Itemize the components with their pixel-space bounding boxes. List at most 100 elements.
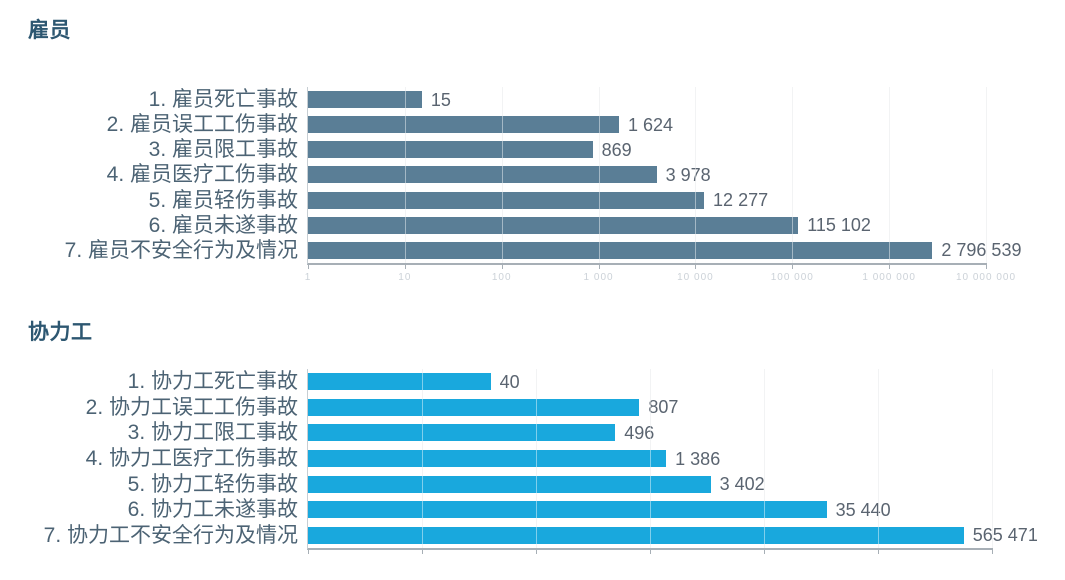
bar [308,501,827,519]
gridline [889,87,891,263]
axis-tick-label: 1 000 000 [862,272,916,283]
value-label: 3 978 [665,164,711,185]
gridline-highlight [764,369,765,548]
axis-tick [598,263,600,269]
value-label: 869 [601,139,632,160]
bar [308,526,964,544]
bar [308,141,593,159]
plot-area: 40 807 496 1 386 3 402 35 440 565 471 [307,369,1038,554]
gridline [986,87,987,263]
gridline-highlight [986,87,987,263]
gridline-highlight [422,369,423,548]
gridline-highlight [501,87,503,263]
category-label: 4. 协力工医疗工伤事故 [85,447,298,471]
axis-tick [992,548,993,554]
axis-tick [536,548,537,554]
bar [308,450,667,468]
value-label: 3 402 [719,474,765,495]
axis-tick-label: 10 000 000 [955,272,1017,283]
bar [308,398,640,416]
bar-row: 115 102 [308,213,986,238]
category-label: 6. 雇员未遂事故 [148,213,298,237]
bar [308,91,422,109]
bar [308,116,619,134]
bar-row: 1 386 [308,446,992,472]
value-label: 807 [648,397,679,418]
gridline-highlight [992,369,993,548]
gridline-highlight [404,87,406,263]
value-label: 496 [624,422,655,443]
bar-row: 3 402 [308,471,992,497]
axis-tick [308,548,309,554]
gridline [878,369,879,548]
bar [308,166,657,184]
axis-tick-label: 1 [304,272,312,283]
bar [308,373,491,391]
value-label: 2 796 539 [941,240,1022,261]
value-label: 35 440 [835,499,891,520]
category-label: 6. 协力工未遂事故 [127,498,298,522]
gridline [764,369,765,548]
axis-tick [501,263,503,269]
chart-title-employees: 雇员 [28,19,71,42]
axis-tick [695,263,697,269]
bar-row: 40 [308,369,992,395]
gridline-highlight [889,87,891,263]
category-label: 2. 雇员误工工伤事故 [106,113,298,137]
value-label: 1 386 [675,448,721,469]
category-label: 4. 雇员医疗工伤事故 [106,163,298,187]
axis-tick [986,263,987,269]
bar-row: 2 796 539 [308,238,1021,263]
axis-tick-label: 10 000 [677,272,714,283]
axis-tick [764,548,765,554]
gridline [792,87,794,263]
category-label: 5. 雇员轻伤事故 [148,188,298,212]
value-label: 115 102 [807,215,871,236]
bar [308,475,711,493]
value-label: 565 471 [972,525,1038,546]
category-label: 2. 协力工误工工伤事故 [85,395,298,419]
value-label: 40 [499,371,520,392]
category-label: 7. 协力工不安全行为及情况 [43,523,298,547]
category-label: 7. 雇员不安全行为及情况 [64,238,298,262]
gridline-highlight [650,369,651,548]
employees-chart: 1. 雇员死亡事故 2. 雇员误工工伤事故 3. 雇员限工事故 4. 雇员医疗工伤事故… [13,87,1021,283]
bar-row: 1 624 [308,112,986,137]
gridline-highlight [878,369,879,548]
bar-row: 496 [308,420,992,446]
category-label: 5. 协力工轻伤事故 [127,472,298,496]
bar-row: 565 471 [308,522,1038,548]
axis-tick-label: 100 000 [770,272,814,283]
category-label: 1. 雇员死亡事故 [148,88,298,112]
axis-tick [792,263,794,269]
bar [308,216,799,234]
gridline-highlight [695,87,697,263]
value-label: 12 277 [713,190,769,211]
axis-tick-label: 10 [398,272,412,283]
bar-row: 3 978 [308,162,986,187]
category-label: 3. 雇员限工事故 [148,138,298,162]
axis-tick [650,548,651,554]
gridline-highlight [598,87,600,263]
category-label: 1. 协力工死亡事故 [127,370,298,394]
axis-tick [878,548,879,554]
axis-tick [422,548,423,554]
category-axis: 1. 协力工死亡事故 2. 协力工误工工伤事故 3. 协力工限工事故 4. 协力工医疗… [13,369,307,548]
axis-tick-label: 1 000 [583,272,614,283]
chart-title-contractors: 协力工 [28,321,93,344]
plot-area: 15 1 624 869 3 978 12 277 115 102 2 796 539 1 10… [305,87,1021,283]
bar [308,241,933,259]
bar [308,191,705,209]
axis-tick [308,263,309,269]
bar-row: 15 [308,87,986,112]
bar-row: 12 277 [308,188,986,213]
axis-tick [889,263,891,269]
gridline [992,369,993,548]
bar [308,424,616,442]
contractors-chart: 1. 协力工死亡事故 2. 协力工误工工伤事故 3. 协力工限工事故 4. 协力工医疗… [13,369,1038,554]
gridline-highlight [536,369,537,548]
gridline-highlight [792,87,794,263]
bar-row: 35 440 [308,497,992,523]
gridline [695,87,697,263]
